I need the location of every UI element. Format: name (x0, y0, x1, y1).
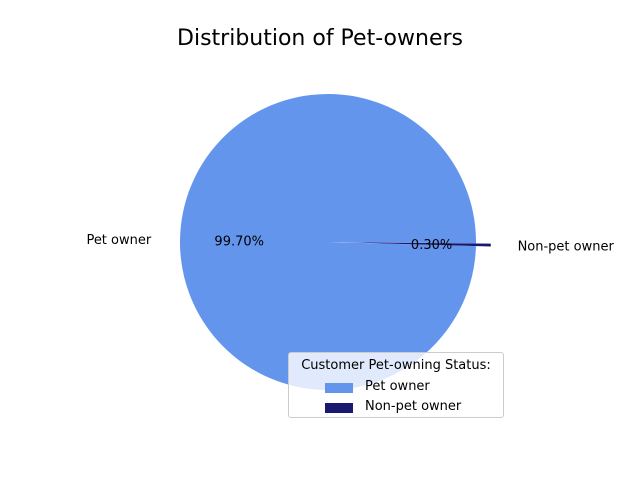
chart-title: Distribution of Pet-owners (177, 26, 463, 51)
category-label-pet-owner: Pet owner (86, 233, 151, 248)
pie-slice-pet-owner (180, 94, 476, 391)
pie-slices (180, 94, 491, 391)
percent-label-non-pet-owner: 0.30% (411, 238, 452, 253)
pie-slice-non-pet-owner (342, 242, 491, 247)
pie-labels: Pet owner 99.70% Non-pet owner 0.30% (86, 233, 614, 254)
percent-label-pet-owner: 99.70% (214, 234, 264, 249)
legend-label-non-pet-owner: Non-pet owner (365, 399, 462, 414)
legend-swatch-pet-owner (325, 383, 353, 393)
chart-legend: Customer Pet-owning Status: Pet owner No… (288, 352, 504, 418)
legend-label-pet-owner: Pet owner (365, 379, 430, 394)
category-label-non-pet-owner: Non-pet owner (518, 239, 615, 254)
legend-title: Customer Pet-owning Status: (301, 358, 491, 373)
legend-swatch-non-pet-owner (325, 403, 353, 413)
